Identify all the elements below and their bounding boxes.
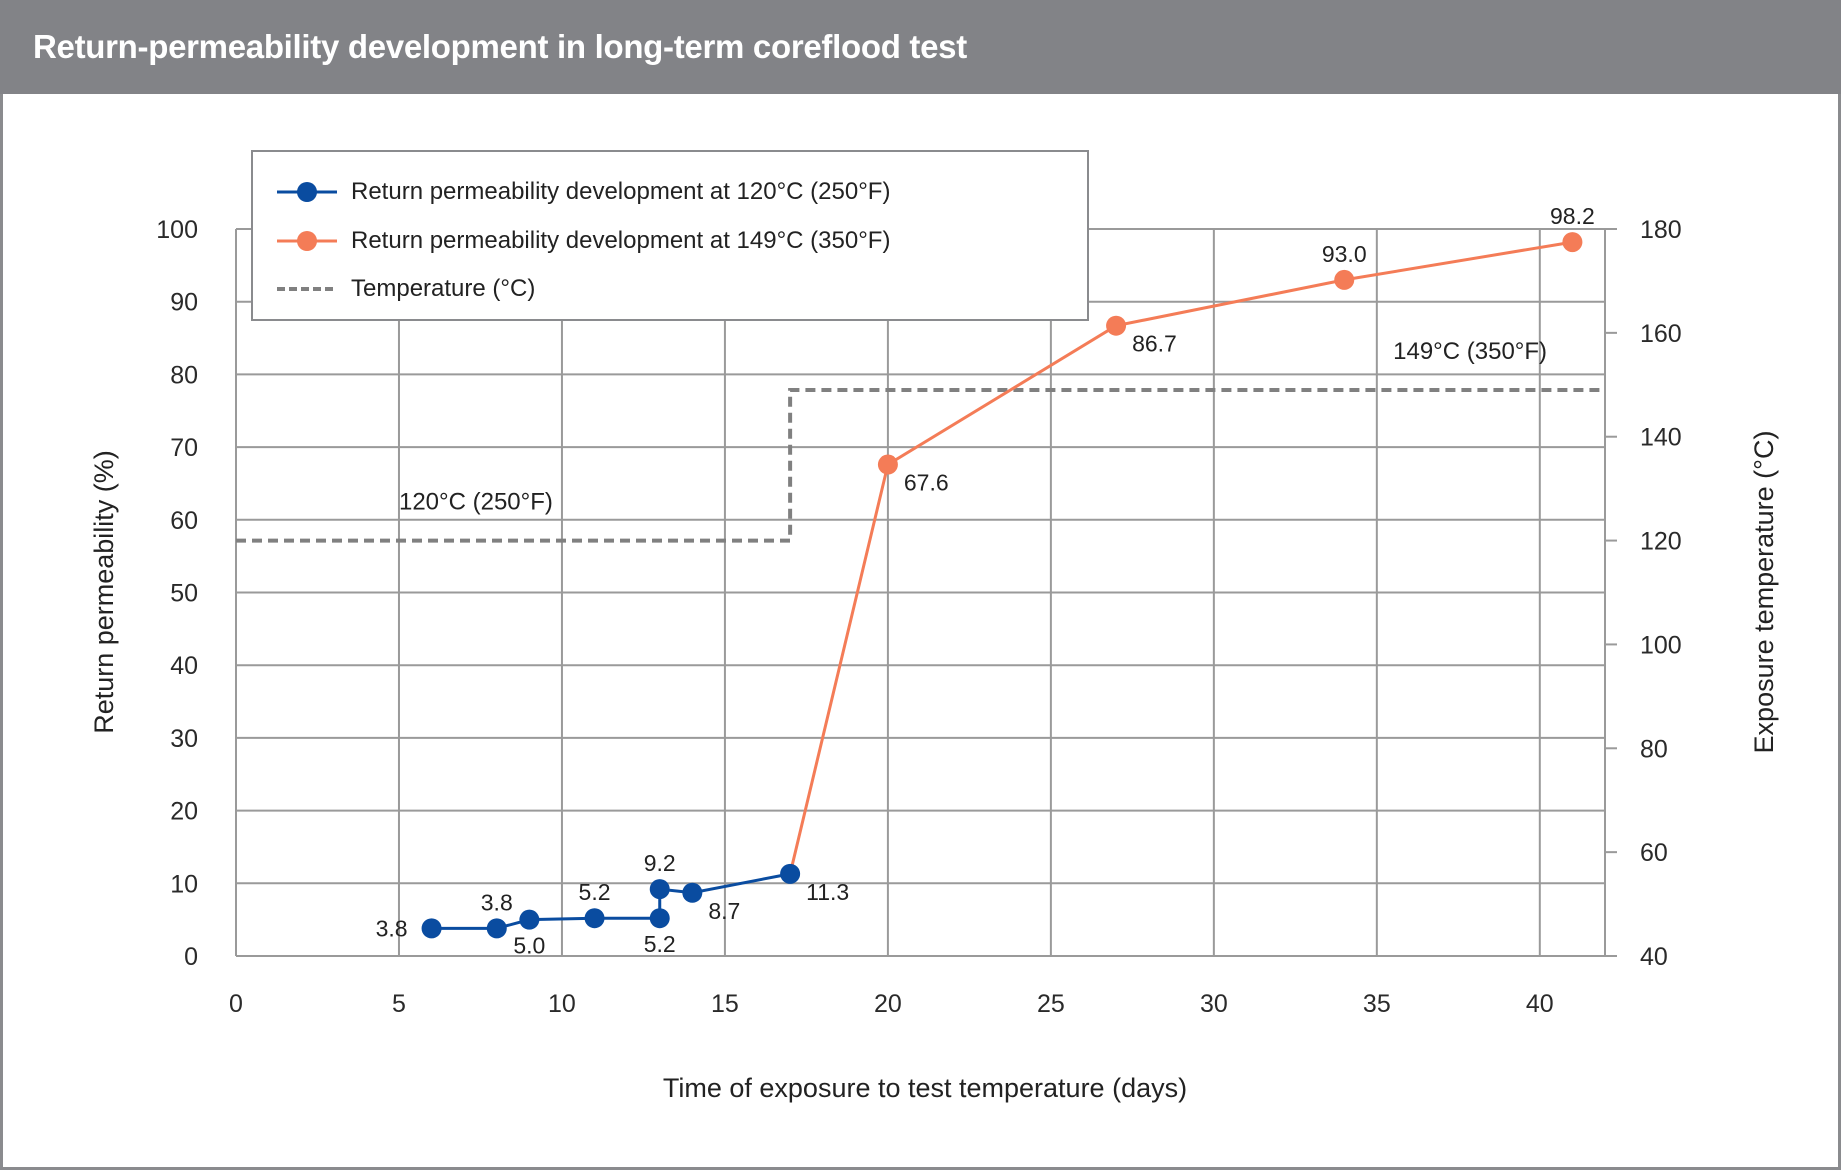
tick-labels: 0 10 20 30 40 50 60 70 80 90 100 0 5 10 15 20 25 30 35 40 40… xyxy=(156,216,1681,1018)
x-tick-label: 15 xyxy=(711,990,739,1018)
legend-marker-orange-line-circle-icon xyxy=(277,231,337,251)
legend-marker-blue-line-circle-icon xyxy=(277,182,337,202)
series-149-point xyxy=(1334,269,1355,290)
data-label: 5.2 xyxy=(579,879,611,905)
y-tick-label: 70 xyxy=(170,434,198,462)
data-label: 86.7 xyxy=(1132,331,1177,357)
y-axis-title: Return permeability (%) xyxy=(89,450,119,734)
y-tick-label: 20 xyxy=(170,798,198,826)
x-tick-label: 35 xyxy=(1363,990,1391,1018)
data-label: 93.0 xyxy=(1322,241,1367,267)
series-120-point xyxy=(519,909,540,930)
series-120-point xyxy=(780,863,801,884)
series-120-point xyxy=(421,918,442,939)
y-tick-label: 10 xyxy=(170,870,198,898)
x-tick-label: 5 xyxy=(392,990,406,1018)
y-tick-label: 0 xyxy=(184,943,198,971)
temperature-annotation: 149°C (350°F) xyxy=(1393,338,1547,365)
y2-tick-label: 40 xyxy=(1640,943,1668,971)
legend-label: Return permeability development at 149°C… xyxy=(351,227,891,254)
data-label: 3.8 xyxy=(376,915,408,941)
x-tick-label: 10 xyxy=(548,990,576,1018)
series-layer: 67.686.793.098.23.83.85.05.25.29.28.711.… xyxy=(236,203,1605,959)
y2-tick-label: 100 xyxy=(1640,631,1682,659)
series-149-point xyxy=(877,454,898,475)
legend-item-149[interactable]: Return permeability development at 149°C… xyxy=(277,221,890,261)
series-120-point xyxy=(486,918,507,939)
y2-axis-title: Exposure temperature (°C) xyxy=(1749,431,1779,754)
x-axis-title: Time of exposure to test temperature (da… xyxy=(663,1073,1187,1103)
data-label: 3.8 xyxy=(481,889,513,915)
data-label: 67.6 xyxy=(904,470,949,496)
legend-item-temperature[interactable]: Temperature (°C) xyxy=(277,269,535,309)
legend-marker-dashed-line-icon xyxy=(277,287,337,291)
series-120-point xyxy=(649,879,670,900)
y2-tick-label: 60 xyxy=(1640,839,1668,867)
series-120-point xyxy=(584,908,605,929)
y-tick-label: 100 xyxy=(156,216,198,244)
y2-tick-label: 120 xyxy=(1640,528,1682,556)
data-label: 5.0 xyxy=(513,933,545,959)
temperature-line xyxy=(236,387,1605,543)
data-label: 5.2 xyxy=(644,931,676,957)
data-label: 11.3 xyxy=(806,879,849,905)
y2-tick-label: 160 xyxy=(1640,320,1682,348)
y2-tick-label: 80 xyxy=(1640,735,1668,763)
series-120-point xyxy=(682,882,703,903)
header-bar: Return-permeability development in long-… xyxy=(0,0,1841,94)
y2-tick-label: 140 xyxy=(1640,424,1682,452)
x-tick-label: 25 xyxy=(1037,990,1065,1018)
data-label: 8.7 xyxy=(708,898,740,924)
series-149-point xyxy=(1562,232,1583,253)
chart-title: Return-permeability development in long-… xyxy=(33,28,967,65)
y-tick-label: 50 xyxy=(170,580,198,608)
x-tick-label: 20 xyxy=(874,990,902,1018)
y-tick-label: 90 xyxy=(170,289,198,317)
data-label: 9.2 xyxy=(644,850,676,876)
x-tick-label: 0 xyxy=(229,990,243,1018)
x-tick-label: 40 xyxy=(1526,990,1554,1018)
legend-label: Temperature (°C) xyxy=(351,275,536,302)
legend: Return permeability development at 120°C… xyxy=(251,150,1089,321)
y2-tick-label: 180 xyxy=(1640,216,1682,244)
annotations: 120°C (250°F) 149°C (350°F) xyxy=(399,338,1547,516)
temperature-annotation: 120°C (250°F) xyxy=(399,488,553,515)
y-tick-label: 30 xyxy=(170,725,198,753)
legend-label: Return permeability development at 120°C… xyxy=(351,178,891,205)
y-tick-label: 60 xyxy=(170,507,198,535)
series-149-point xyxy=(1106,315,1127,336)
y-tick-label: 80 xyxy=(170,361,198,389)
y-tick-label: 40 xyxy=(170,652,198,680)
data-label: 98.2 xyxy=(1550,203,1595,229)
legend-item-120[interactable]: Return permeability development at 120°C… xyxy=(277,172,890,212)
series-120-point xyxy=(649,908,670,929)
x-tick-label: 30 xyxy=(1200,990,1228,1018)
